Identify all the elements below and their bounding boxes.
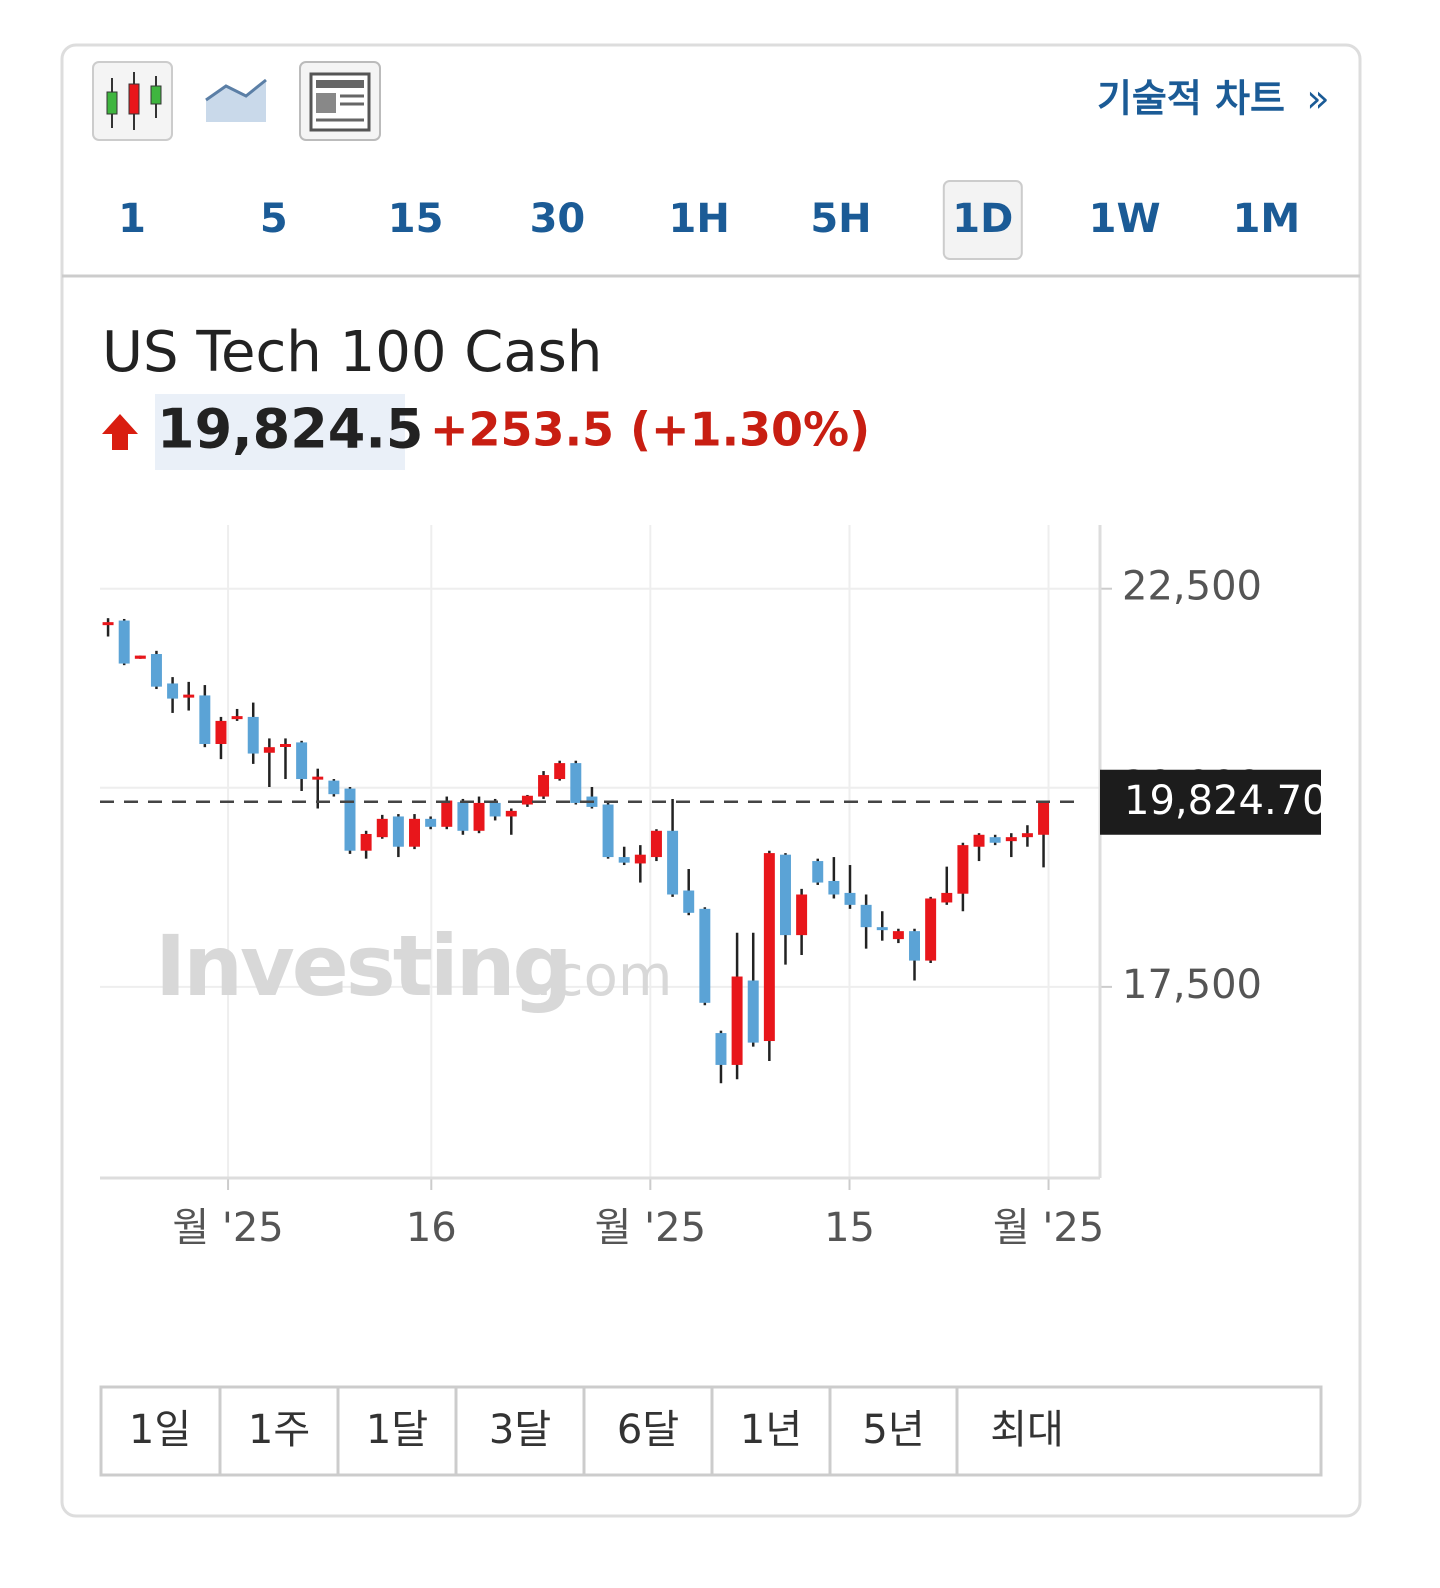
candle-body <box>521 795 533 805</box>
candle-body <box>812 861 824 883</box>
candle-body <box>747 980 759 1043</box>
candle-body <box>150 654 162 687</box>
current-price-tag <box>1100 769 1321 835</box>
candle-body <box>247 716 259 754</box>
y-tick-label: 22,500 <box>1122 564 1262 610</box>
line-icon[interactable] <box>205 78 267 122</box>
candle-body <box>650 830 662 858</box>
candle-body <box>376 818 388 838</box>
candle-body <box>134 655 146 659</box>
interval[interactable]: 1H <box>669 196 730 242</box>
interval[interactable]: 5H <box>810 196 871 242</box>
candle-body <box>973 834 985 847</box>
selected-interval <box>942 180 1023 260</box>
candle-body <box>183 694 195 698</box>
interval[interactable]: 15 <box>388 196 444 242</box>
candle-body <box>715 1033 727 1065</box>
candle-body <box>199 695 211 744</box>
news-icon[interactable] <box>299 61 381 141</box>
candle-body <box>489 802 501 817</box>
range-button[interactable]: 최대 <box>990 1407 1064 1453</box>
x-tick-label: 16 <box>406 1205 457 1251</box>
candle-body <box>263 747 275 753</box>
candle-body <box>941 892 953 903</box>
candle-body <box>231 716 243 720</box>
candle-body <box>634 854 646 864</box>
candle-body <box>892 931 904 940</box>
interval[interactable]: 5 <box>260 196 288 242</box>
candle-body <box>328 780 340 795</box>
x-tick-label: 월 '25 <box>595 1205 706 1251</box>
up-arrow <box>102 414 138 450</box>
interval[interactable]: 30 <box>530 196 586 242</box>
range-button[interactable]: 3달 <box>489 1407 551 1453</box>
candle-body <box>925 898 937 961</box>
candle-body <box>296 742 308 780</box>
change: +253.5 <box>430 403 614 457</box>
price-highlight <box>155 394 405 470</box>
range-button[interactable]: 1년 <box>740 1407 802 1453</box>
watermark-brand: Investing <box>155 917 570 1015</box>
candle-body <box>554 763 566 780</box>
candle-body <box>118 620 130 664</box>
x-tick-label: 월 '25 <box>172 1205 283 1251</box>
technical-link[interactable]: 기술적 차트 <box>1097 77 1285 121</box>
quote-name: US Tech 100 Cash <box>102 320 602 385</box>
candle-body <box>1021 833 1033 838</box>
candle-body <box>425 818 437 827</box>
candle-body <box>344 788 356 851</box>
candle-body <box>167 683 179 699</box>
candle-body <box>473 802 485 831</box>
range-button[interactable]: 1일 <box>129 1407 191 1453</box>
candle-body <box>602 804 614 858</box>
candle-body <box>731 976 743 1065</box>
candle-body <box>763 853 775 1042</box>
interval[interactable]: 1M <box>1233 196 1301 242</box>
candle-body <box>667 830 679 895</box>
candle-body <box>876 927 888 931</box>
interval[interactable]: 1 <box>118 196 146 242</box>
candle-body <box>618 857 630 863</box>
candle-body <box>957 845 969 894</box>
candle-body <box>215 720 227 744</box>
candle-body <box>860 904 872 928</box>
range-button[interactable]: 1달 <box>366 1407 428 1453</box>
interval[interactable]: 1D <box>952 196 1013 242</box>
candle-body <box>505 810 517 817</box>
technical-arrow[interactable]: » <box>1306 77 1329 121</box>
candle-body <box>409 818 420 847</box>
interval[interactable]: 1W <box>1089 196 1161 242</box>
candle-body <box>312 776 324 780</box>
current-price-label: 19,824.70 <box>1124 778 1328 824</box>
x-tick-label: 15 <box>824 1205 875 1251</box>
candle-body <box>828 880 840 895</box>
range-button[interactable]: 6달 <box>617 1407 679 1453</box>
candle-body <box>1038 802 1050 835</box>
range-button[interactable]: 5년 <box>862 1407 924 1453</box>
candle-body <box>1005 837 1017 842</box>
candle-body <box>441 800 453 827</box>
candle-body <box>570 763 582 803</box>
candle-body <box>538 775 550 797</box>
candle-body <box>989 837 1001 843</box>
candle-body <box>392 816 404 847</box>
watermark-suffix: .com <box>535 944 672 1009</box>
x-tick-label: 월 '25 <box>993 1205 1104 1251</box>
candle-body <box>699 908 711 1003</box>
y-tick-label: 17,500 <box>1122 962 1262 1008</box>
candle-icon[interactable] <box>92 61 173 141</box>
price: 19,824.5 <box>157 398 423 461</box>
candle-body <box>102 622 114 626</box>
candle-body <box>844 892 856 905</box>
candle-body <box>360 833 372 851</box>
candle-body <box>280 743 291 747</box>
candle-body <box>780 854 791 936</box>
change-pct: (+1.30%) <box>630 403 870 457</box>
candle-body <box>683 890 695 913</box>
candle-body <box>796 894 808 936</box>
range-button[interactable]: 1주 <box>248 1407 310 1453</box>
candle-body <box>909 931 920 961</box>
candle-body <box>457 802 469 831</box>
